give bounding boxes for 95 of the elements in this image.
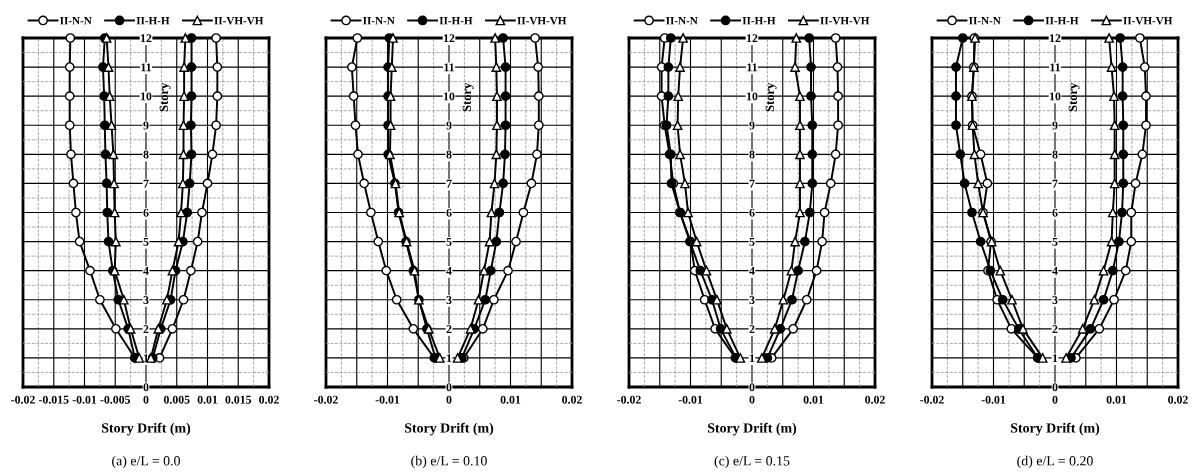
y-axis-title: Story (159, 82, 171, 112)
text: (b) e/L = 0.10 (411, 455, 487, 469)
x-axis-title: Story Drift (m) (708, 422, 797, 436)
x-tick-label: -0.02 (11, 395, 35, 404)
y-tick-label: 6 (1052, 208, 1058, 217)
y-tick-label: 3 (143, 296, 149, 304)
y-tick-label: 0 (1052, 383, 1058, 392)
y-axis-title: Story (462, 82, 474, 112)
y-tick-label: 3 (1052, 296, 1058, 304)
y-tick-label: 9 (143, 121, 149, 130)
y-tick-label: 3 (749, 296, 755, 304)
y-tick-label: 11 (747, 63, 757, 72)
y-tick-label: 6 (143, 208, 149, 217)
y-tick-label: 6 (446, 208, 452, 217)
y-tick-label: 12 (747, 34, 758, 43)
x-tick-label: -0.015 (38, 395, 69, 404)
text: (c) e/L = 0.15 (714, 455, 790, 469)
x-tick-label: -0.005 (100, 395, 131, 404)
y-tick-label: 5 (143, 237, 149, 246)
legend-label: II-H-H (742, 17, 776, 25)
y-tick-label: 9 (446, 121, 452, 130)
y-tick-label: 1 (749, 354, 755, 363)
y-tick-label: 7 (143, 179, 149, 188)
x-axis-title: Story Drift (m) (405, 422, 494, 436)
y-tick-label: 4 (1052, 266, 1058, 275)
y-tick-label: 8 (749, 150, 755, 159)
legend-label: II-H-H (136, 17, 170, 25)
x-tick-label: 0.015 (225, 395, 252, 404)
y-tick-label: 7 (446, 179, 452, 188)
y-tick-label: 5 (1052, 237, 1058, 246)
y-tick-label: 0 (143, 383, 149, 392)
y-tick-label: 12 (1050, 34, 1061, 43)
y-tick-label: 3 (446, 296, 452, 304)
y-tick-label: 6 (749, 208, 755, 217)
y-tick-label: 5 (446, 237, 452, 246)
legend-label: II-VH-VH (214, 17, 264, 25)
y-tick-label: 4 (446, 266, 452, 275)
y-tick-label: 7 (749, 179, 755, 188)
y-tick-label: 2 (1052, 325, 1058, 333)
x-tick-label: 0.01 (803, 395, 824, 404)
y-tick-label: 7 (1052, 179, 1058, 188)
y-tick-label: 8 (446, 150, 452, 159)
x-tick-label: -0.02 (920, 395, 944, 404)
x-tick-label: 0.02 (562, 395, 582, 404)
x-tick-label: 0.01 (500, 395, 521, 404)
legend-label: II-VH-VH (820, 17, 870, 25)
y-tick-label: 4 (143, 266, 149, 275)
x-tick-label: -0.01 (72, 395, 97, 404)
y-tick-label: 11 (1050, 63, 1060, 72)
x-tick-label: -0.02 (617, 395, 641, 404)
y-tick-label: 12 (141, 34, 152, 43)
legend-label: II-H-H (439, 17, 473, 25)
y-tick-label: 8 (143, 150, 149, 159)
legend-label: II-VH-VH (1123, 17, 1173, 25)
x-tick-label: -0.01 (375, 395, 400, 404)
y-tick-label: 12 (444, 34, 455, 43)
legend-label: II-H-H (1045, 17, 1079, 25)
x-tick-label: 0.02 (259, 395, 279, 404)
x-tick-label: 0.005 (163, 395, 190, 404)
y-tick-label: 8 (1052, 150, 1058, 159)
y-tick-label: 4 (749, 266, 755, 275)
y-tick-label: 10 (444, 92, 455, 101)
x-tick-label: -0.02 (314, 395, 338, 404)
x-tick-label: 0.02 (865, 395, 885, 404)
legend-label: II-VH-VH (517, 17, 567, 25)
x-axis-title: Story Drift (m) (1011, 422, 1100, 436)
x-tick-label: -0.01 (981, 395, 1006, 404)
legend-label: II-N-N (60, 17, 92, 25)
y-axis-title: Story (1068, 82, 1080, 112)
legend-label: II-N-N (666, 17, 698, 25)
y-tick-label: 0 (446, 383, 452, 392)
y-tick-label: 1 (1052, 354, 1058, 363)
x-axis-title: Story Drift (m) (102, 422, 191, 436)
x-tick-label: 0.02 (1168, 395, 1188, 404)
y-tick-label: 2 (446, 325, 452, 333)
y-tick-label: 9 (1052, 121, 1058, 130)
y-tick-label: 9 (749, 121, 755, 130)
y-tick-label: 11 (444, 63, 454, 72)
x-tick-label: -0.01 (678, 395, 703, 404)
y-tick-label: 10 (1050, 92, 1061, 101)
y-tick-label: 2 (749, 325, 755, 333)
y-tick-label: 10 (141, 92, 152, 101)
legend-label: II-N-N (969, 17, 1001, 25)
y-tick-label: 0 (749, 383, 755, 392)
y-tick-label: 11 (141, 63, 151, 72)
y-tick-label: 5 (749, 237, 755, 246)
legend-label: II-N-N (363, 17, 395, 25)
y-tick-label: 10 (747, 92, 758, 101)
x-tick-label: 0.01 (1106, 395, 1127, 404)
y-tick-label: 1 (446, 354, 452, 363)
text: (a) e/L = 0.0 (112, 455, 180, 469)
y-axis-title: Story (765, 82, 777, 112)
text: (d) e/L = 0.20 (1017, 455, 1093, 469)
y-tick-label: 2 (143, 325, 149, 333)
x-tick-label: 0.01 (197, 395, 218, 404)
